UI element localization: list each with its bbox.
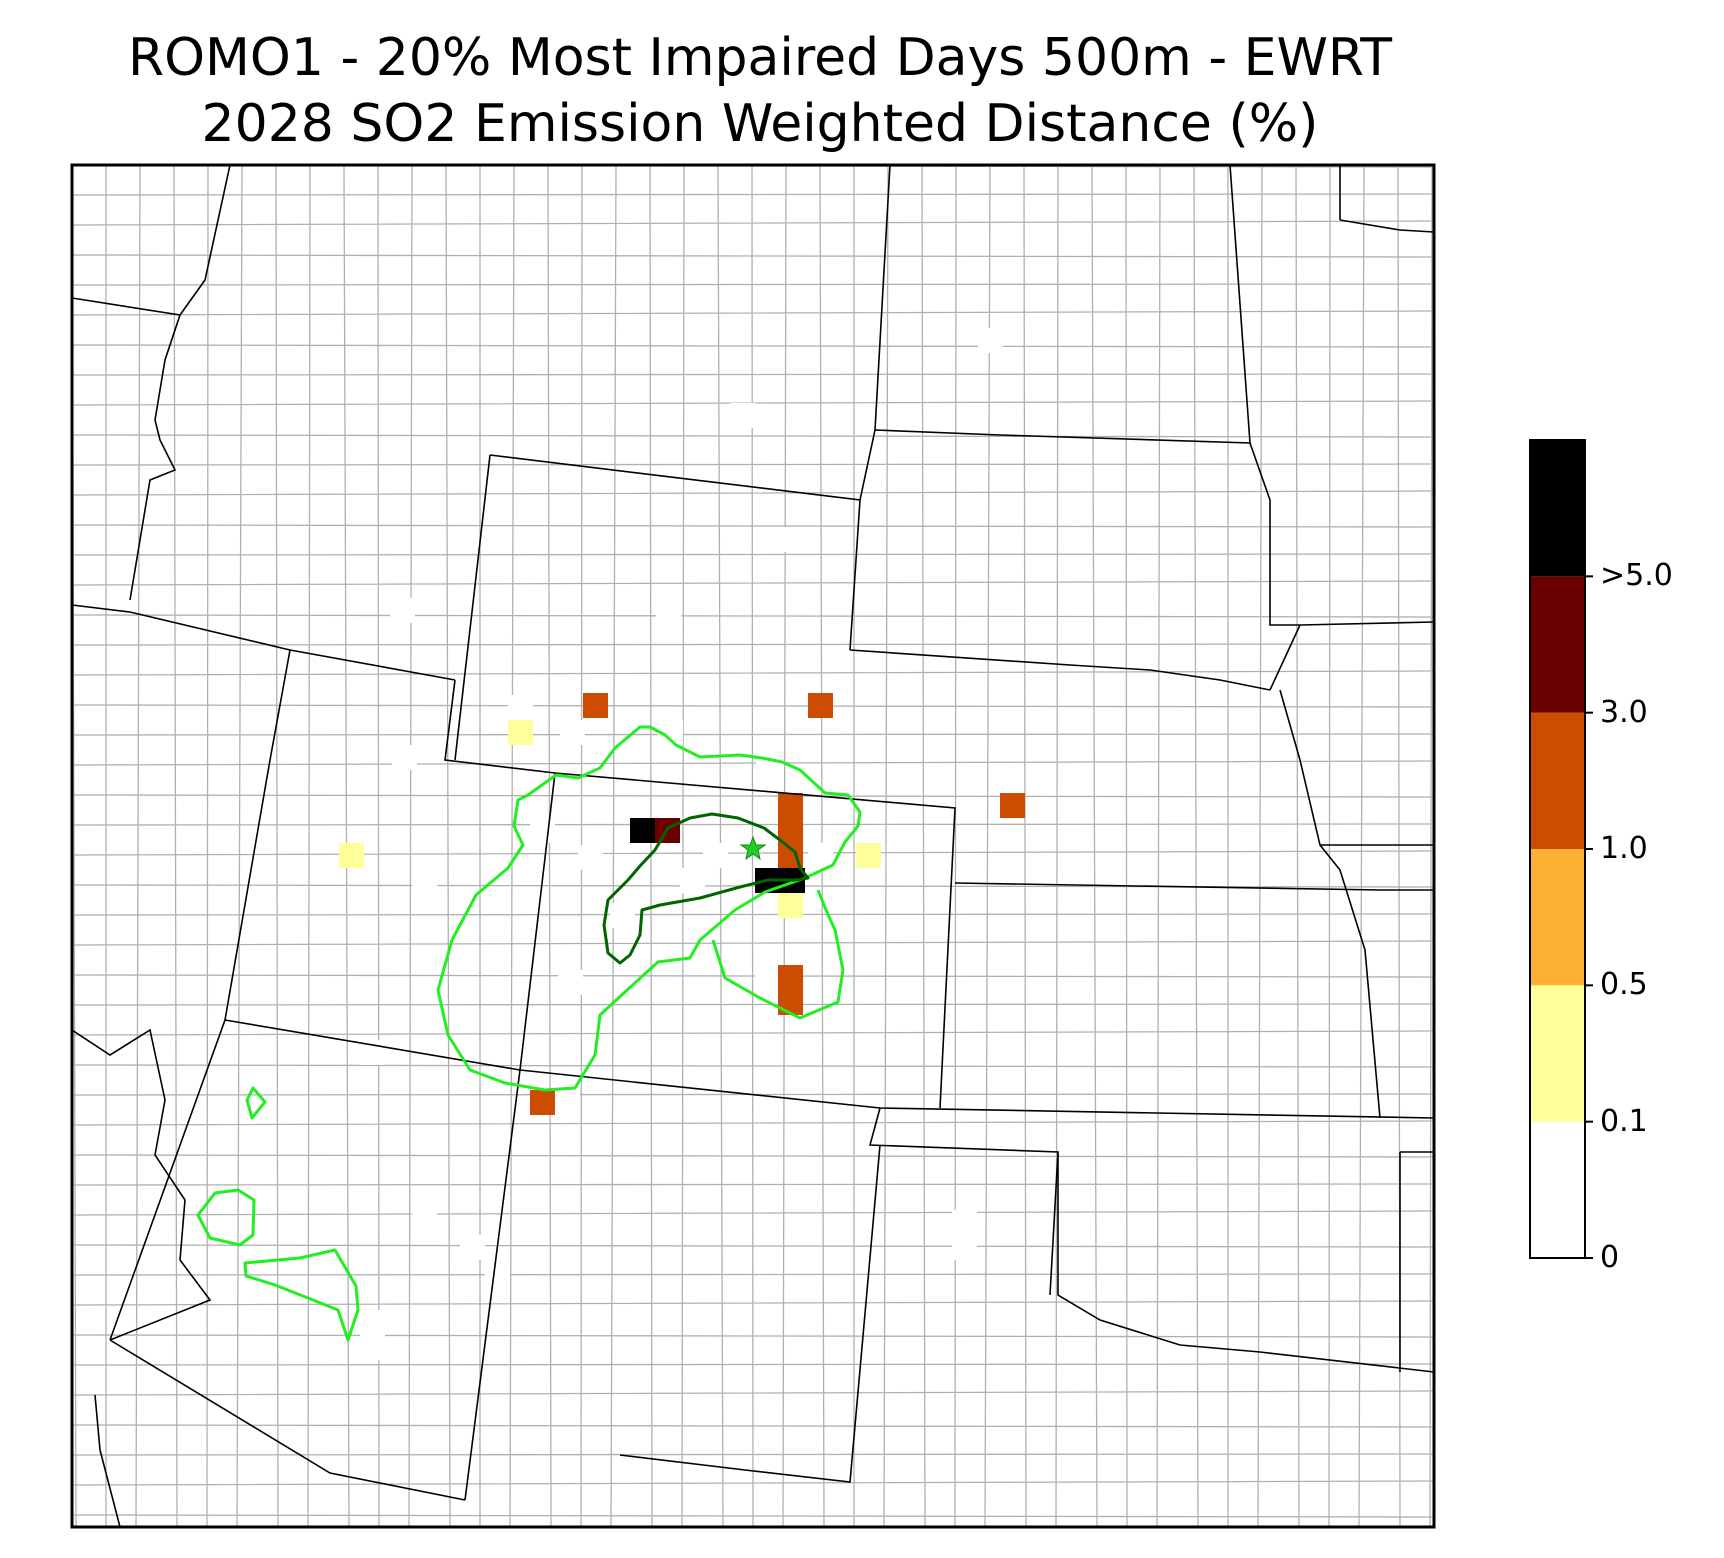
emission-cell	[339, 843, 364, 868]
emission-cell	[680, 868, 705, 893]
emission-cell	[778, 990, 803, 1015]
emission-cell	[530, 1090, 555, 1115]
emission-cell	[360, 1335, 385, 1360]
colorbar-bin	[1530, 1121, 1585, 1258]
emission-cell	[730, 403, 755, 428]
map-title-line-2: 2028 SO2 Emission Weighted Distance (%)	[201, 94, 1319, 154]
colorbar-tick-label: 0.5	[1600, 967, 1648, 1003]
emission-cell	[360, 1310, 385, 1335]
emission-cell	[656, 598, 681, 623]
emission-cell	[390, 598, 415, 623]
outer-contour-inner-cut	[711, 889, 845, 1020]
colorbar-tick-label: >5.0	[1600, 558, 1673, 594]
emission-cell	[808, 693, 833, 718]
emission-cell	[530, 818, 555, 843]
inner-contour	[602, 812, 810, 965]
emission-cell	[808, 843, 833, 868]
colorbar	[1529, 439, 1593, 1259]
emission-cell	[412, 868, 437, 893]
outer-contour-small-1	[245, 1086, 267, 1120]
emission-cell	[560, 720, 585, 745]
emission-cell	[610, 903, 635, 928]
emission-cell	[508, 720, 533, 745]
emission-cell	[460, 1235, 485, 1260]
colorbar-tick-label: 0.1	[1600, 1103, 1648, 1139]
emission-cell	[780, 527, 805, 552]
emission-cell	[558, 970, 583, 995]
emission-cell	[1000, 793, 1025, 818]
emission-cell	[778, 965, 803, 990]
emission-cell	[583, 693, 608, 718]
emission-cell	[952, 1210, 977, 1235]
emission-cell	[978, 328, 1003, 353]
emission-cell	[485, 1260, 510, 1285]
outer-contour-small-3	[243, 1248, 360, 1342]
emission-cell	[856, 843, 881, 868]
emission-cell	[778, 893, 803, 918]
green-star-icon	[739, 835, 767, 861]
emission-cell	[508, 695, 533, 720]
colorbar-tick-label: 3.0	[1600, 694, 1648, 730]
colorbar-bin	[1530, 985, 1585, 1122]
outer-contour	[436, 725, 862, 1092]
emission-cell	[952, 1235, 977, 1260]
colorbar-bin	[1530, 576, 1585, 713]
map-title-line-1: ROMO1 - 20% Most Impaired Days 500m - EW…	[127, 28, 1393, 88]
emission-cell	[778, 818, 803, 843]
emission-cell	[630, 818, 655, 843]
emission-cell	[392, 745, 417, 770]
outer-contour-small-2	[196, 1188, 256, 1247]
emission-cell	[412, 1210, 437, 1235]
colorbar-tick-label: 0	[1600, 1240, 1620, 1275]
colorbar-bin	[1530, 849, 1585, 986]
emission-cell	[578, 845, 603, 870]
map-frame	[70, 163, 1436, 1529]
state-borders	[72, 165, 1434, 1527]
emission-cell	[555, 1090, 580, 1115]
emission-cell	[778, 793, 803, 818]
colorbar-bin	[1530, 712, 1585, 849]
colorbar-bin	[1530, 440, 1585, 577]
colorbar-tick-label: 1.0	[1600, 831, 1648, 866]
emission-cells	[339, 328, 1025, 1360]
emission-cell	[703, 843, 728, 868]
emission-cell	[755, 970, 780, 995]
